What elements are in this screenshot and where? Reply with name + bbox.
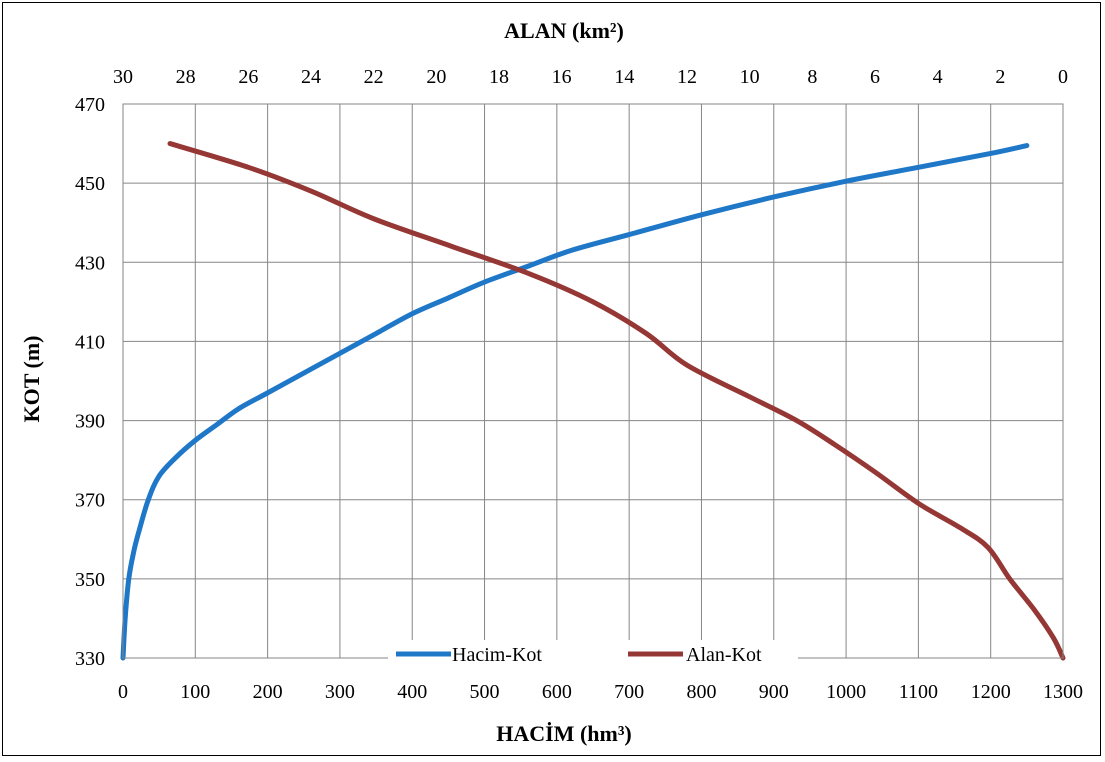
legend-box [388,640,798,668]
y-tick-label: 430 [75,252,105,274]
x-tick-label: 200 [253,681,283,703]
x2-tick-label: 4 [933,66,943,88]
x-tick-label: 300 [325,681,355,703]
tick-labels: 0 100 200 300 400 500 600 700 800 900 1000 1100 1200… [75,66,1083,703]
y-tick-label: 450 [75,173,105,195]
x2-tick-label: 26 [238,66,258,88]
y-tick-label: 350 [75,569,105,591]
x2-tick-label: 22 [364,66,384,88]
chart-svg: 0 100 200 300 400 500 600 700 800 900 1000 1100 1200… [19,18,1083,746]
y-tick-label: 370 [75,490,105,512]
x-tick-label: 1100 [899,681,938,703]
series-line-alan-kot [167,141,1066,661]
legend-label-hacim: Hacim-Kot [452,644,542,666]
x2-tick-label: 16 [552,66,572,88]
series-layer [120,141,1066,661]
x2-tick-label: 10 [740,66,760,88]
legend-label-alan: Alan-Kot [686,644,762,666]
y-tick-label: 390 [75,411,105,433]
x2-tick-label: 8 [807,66,817,88]
x2-tick-label: 30 [113,66,133,88]
x2-tick-label: 14 [614,66,634,88]
series-line-hacim-kot [120,143,1030,661]
x-tick-label: 700 [614,681,644,703]
x-tick-label: 1000 [826,681,866,703]
x-tick-label: 0 [118,681,128,703]
x2-tick-label: 2 [995,66,1005,88]
x2-tick-label: 12 [677,66,697,88]
x-tick-label: 100 [180,681,210,703]
x-tick-label: 900 [759,681,789,703]
y-axis-title: KOT (m) [19,336,44,423]
x-tick-label: 800 [686,681,716,703]
x-tick-label: 1200 [971,681,1011,703]
x-tick-label: 500 [470,681,500,703]
y-tick-label: 470 [75,94,105,116]
y-tick-label: 330 [75,648,105,670]
y-tick-label: 410 [75,331,105,353]
x2-tick-label: 18 [489,66,509,88]
x2-tick-label: 6 [870,66,880,88]
x-tick-label: 600 [542,681,572,703]
x2-tick-label: 0 [1058,66,1068,88]
x2-tick-label: 28 [176,66,196,88]
plot-area-border [122,103,1064,659]
x2-tick-label: 20 [426,66,446,88]
grid [122,103,1064,659]
x2-tick-label: 24 [301,66,321,88]
legend: Hacim-Kot Alan-Kot [388,640,798,668]
x-axis-title: HACİM (hm³) [496,721,632,746]
x2-axis-title: ALAN (km²) [504,18,624,43]
x-tick-label: 1300 [1043,681,1083,703]
x-tick-label: 400 [397,681,427,703]
